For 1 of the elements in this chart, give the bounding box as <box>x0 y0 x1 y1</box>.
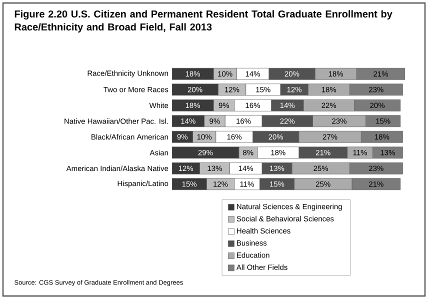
chart-title: Figure 2.20 U.S. Citizen and Permanent Resident Total Graduate Enrollment by Race/Ethnicity and Broad Field, Fall 2013 <box>14 10 392 33</box>
